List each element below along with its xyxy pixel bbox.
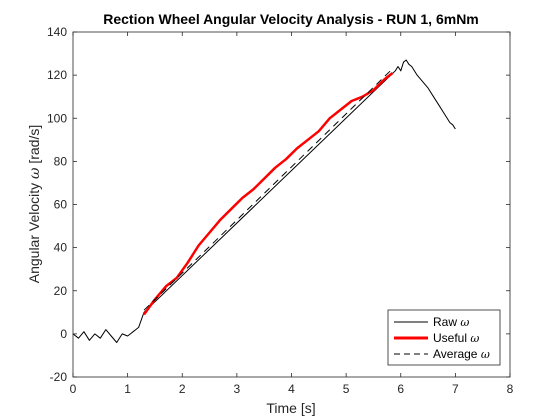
y-axis-label: Angular Velocity ω [rad/s] — [26, 125, 43, 284]
legend-label-raw: Raw ω — [433, 315, 469, 329]
omega-symbol: ω — [27, 167, 43, 179]
y-tick-label: 80 — [54, 154, 68, 168]
y-tick-label: -20 — [50, 370, 68, 384]
y-tick-label: 20 — [54, 284, 68, 298]
x-tick-label: 1 — [124, 382, 131, 396]
y-tick-label: 140 — [47, 25, 67, 39]
legend-label-average: Average ω — [433, 347, 490, 361]
x-axis-label: Time [s] — [266, 400, 315, 416]
x-tick-label: 6 — [397, 382, 404, 396]
x-tick-label: 4 — [288, 382, 295, 396]
x-tick-label: 5 — [343, 382, 350, 396]
x-tick-label: 7 — [452, 382, 459, 396]
y-tick-label: 60 — [54, 198, 68, 212]
legend: Raw ω Useful ω Average ω — [388, 310, 500, 365]
legend-label-useful: Useful ω — [433, 331, 479, 345]
chart-title: Rection Wheel Angular Velocity Analysis … — [103, 11, 479, 27]
y-tick-label: 0 — [60, 327, 67, 341]
x-tick-label: 2 — [179, 382, 186, 396]
y-tick-label: 40 — [54, 241, 68, 255]
x-tick-label: 3 — [234, 382, 241, 396]
y-tick-label: 100 — [47, 111, 67, 125]
x-tick-label: 8 — [507, 382, 514, 396]
x-tick-label: 0 — [70, 382, 77, 396]
y-tick-label: 120 — [47, 68, 67, 82]
